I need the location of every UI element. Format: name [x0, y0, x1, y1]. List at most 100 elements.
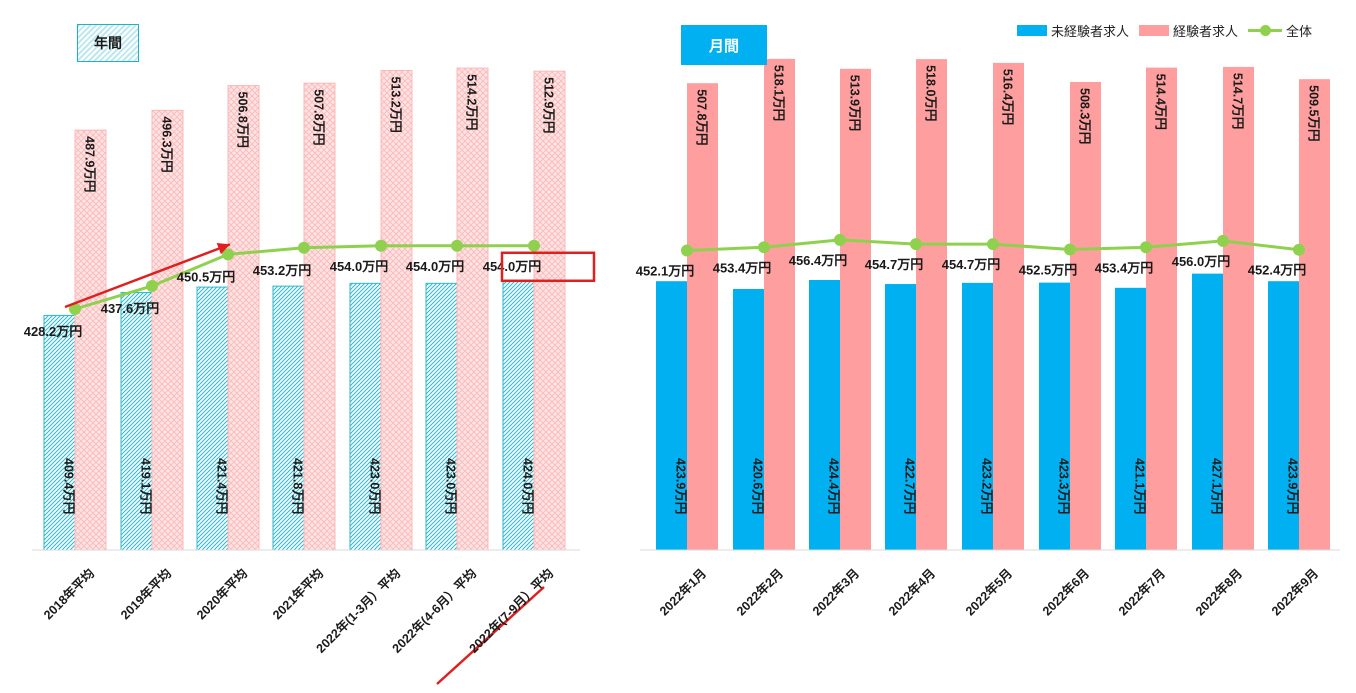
- x-tick-label: 2021年平均: [269, 566, 326, 623]
- label-overall: 453.4万円: [1095, 260, 1154, 275]
- bar-inexperienced: [809, 280, 840, 550]
- point-overall: [1217, 234, 1229, 247]
- label-overall: 454.7万円: [942, 257, 1001, 272]
- point-overall: [910, 238, 922, 251]
- point-overall: [451, 239, 463, 252]
- point-overall: [375, 239, 387, 252]
- x-tick-label: 2022年7月: [1115, 566, 1168, 619]
- label-experienced: 513.2万円: [389, 76, 403, 132]
- x-tick-label: 2022年(1-3月）平均: [313, 566, 403, 656]
- label-inexperienced: 422.7万円: [903, 458, 917, 514]
- x-tick-label: 2019年平均: [117, 566, 174, 623]
- bar-inexperienced: [43, 314, 76, 551]
- legend-item-overall: 全体: [1248, 21, 1312, 40]
- x-tick-label: 2022年(7-9月）平均: [466, 566, 556, 656]
- legend-item-inexperienced: 未経験者求人: [1017, 21, 1129, 40]
- bar-experienced: [687, 83, 718, 550]
- bar-experienced: [1223, 66, 1254, 551]
- label-experienced: 508.3万円: [1078, 88, 1092, 144]
- label-overall: 437.6万円: [101, 301, 160, 316]
- bar-experienced: [227, 85, 260, 551]
- label-overall: 454.0万円: [330, 259, 389, 274]
- bar-experienced: [1070, 82, 1101, 551]
- bar-inexperienced: [1039, 282, 1070, 550]
- legend-swatch-inexperienced: [1017, 24, 1047, 36]
- label-inexperienced: 409.4万円: [62, 458, 76, 514]
- label-overall: 454.0万円: [483, 259, 542, 274]
- label-inexperienced: 421.1万円: [1133, 458, 1147, 514]
- bar-inexperienced: [1192, 273, 1223, 550]
- label-experienced: 516.4万円: [1001, 69, 1015, 125]
- legend-item-experienced: 経験者求人: [1139, 21, 1238, 40]
- label-inexperienced: 420.6万円: [751, 458, 765, 514]
- x-tick-label: 2022年5月: [962, 566, 1015, 619]
- point-overall: [834, 233, 846, 246]
- highlight-underline: [436, 586, 545, 685]
- label-overall: 456.0万円: [1172, 254, 1231, 269]
- label-experienced: 487.9万円: [83, 136, 97, 192]
- point-overall: [222, 248, 234, 261]
- x-tick-label: 2022年4月: [885, 566, 938, 619]
- label-experienced: 513.9万円: [848, 75, 862, 131]
- label-experienced: 506.8万円: [236, 92, 250, 148]
- x-tick-label: 2022年(4-6月）平均: [389, 566, 479, 656]
- label-overall: 454.0万円: [406, 259, 465, 274]
- point-overall: [528, 239, 540, 252]
- bar-inexperienced: [962, 282, 993, 550]
- trend-arrow-head: [216, 243, 230, 255]
- label-overall: 452.5万円: [1019, 262, 1078, 277]
- bar-experienced: [916, 59, 947, 551]
- x-tick-label: 2022年1月: [656, 566, 709, 619]
- label-experienced: 518.1万円: [772, 65, 786, 121]
- bar-inexperienced: [733, 288, 764, 550]
- x-tick-label: 2022年6月: [1039, 566, 1092, 619]
- label-inexperienced: 421.4万円: [215, 458, 229, 514]
- label-inexperienced: 423.3万円: [1057, 458, 1071, 514]
- point-overall: [758, 241, 770, 254]
- label-overall: 456.4万円: [789, 253, 848, 268]
- label-overall: 452.1万円: [636, 263, 695, 278]
- label-experienced: 518.0万円: [924, 65, 938, 121]
- bar-experienced: [151, 109, 184, 551]
- x-tick-label: 2022年2月: [733, 566, 786, 619]
- legend-swatch-experienced: [1139, 24, 1170, 36]
- monthly-tag: 月間: [681, 25, 767, 65]
- label-inexperienced: 423.2万円: [980, 458, 994, 514]
- label-experienced: 514.7万円: [1231, 73, 1245, 129]
- point-overall: [1140, 241, 1152, 254]
- label-experienced: 507.8万円: [695, 89, 709, 145]
- bar-inexperienced: [1115, 287, 1146, 550]
- point-overall: [298, 241, 310, 254]
- x-tick-label: 2022年8月: [1192, 566, 1245, 619]
- bar-experienced: [74, 129, 107, 551]
- legend-label-overall: 全体: [1286, 23, 1313, 39]
- x-tick-label: 2022年3月: [809, 566, 862, 619]
- bar-inexperienced: [885, 284, 916, 550]
- bar-inexperienced: [196, 286, 229, 551]
- x-tick-label: 2022年9月: [1268, 566, 1321, 619]
- bar-experienced: [1146, 67, 1177, 550]
- annual-tag: 年間: [77, 24, 139, 62]
- label-inexperienced: 427.1万円: [1210, 458, 1224, 514]
- label-inexperienced: 424.0万円: [521, 458, 535, 514]
- bar-inexperienced: [120, 292, 153, 551]
- label-experienced: 512.9万円: [542, 77, 556, 133]
- label-inexperienced: 423.9万円: [674, 458, 688, 514]
- label-overall: 454.7万円: [865, 257, 924, 272]
- x-tick-label: 2020年平均: [193, 566, 250, 623]
- label-experienced: 514.2万円: [465, 74, 479, 130]
- bar-experienced: [1299, 79, 1330, 551]
- bar-inexperienced: [656, 281, 687, 550]
- legend-swatch-overall: [1248, 24, 1283, 36]
- point-overall: [681, 244, 693, 257]
- label-experienced: 507.8万円: [312, 89, 326, 145]
- label-experienced: 509.5万円: [1307, 85, 1321, 141]
- bar-experienced: [380, 69, 413, 551]
- label-inexperienced: 423.9万円: [1286, 458, 1300, 514]
- bar-experienced: [764, 58, 795, 550]
- point-overall: [1293, 243, 1305, 256]
- label-overall: 452.4万円: [1248, 263, 1307, 278]
- label-overall: 450.5万円: [177, 269, 236, 284]
- label-overall: 453.2万円: [253, 263, 312, 278]
